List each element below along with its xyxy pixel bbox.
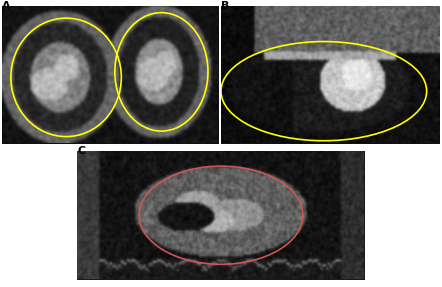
Text: B: B	[221, 1, 229, 11]
Text: A: A	[2, 1, 11, 11]
Text: C: C	[77, 146, 85, 156]
